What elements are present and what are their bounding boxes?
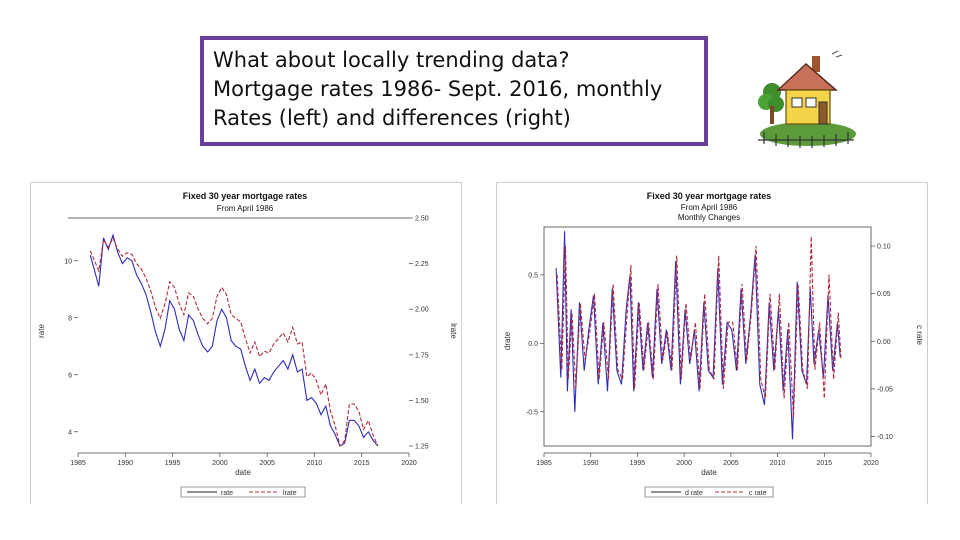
chart-title: Fixed 30 year mortgage rates xyxy=(183,191,308,201)
y-tick-label: -0.5 xyxy=(526,409,538,416)
y-tick-label: 10 xyxy=(64,258,72,265)
y-right-tick-label: -0.05 xyxy=(877,386,893,393)
x-tick-label: 1995 xyxy=(630,460,646,467)
title-line-3: Rates (left) and differences (right) xyxy=(213,106,571,130)
legend-label-1: lrate xyxy=(283,490,297,497)
legend-box xyxy=(180,486,306,498)
series-line-0 xyxy=(555,231,841,440)
title-line-2: Mortgage rates 1986- Sept. 2016, monthly xyxy=(213,77,663,101)
chart-subtitle: From April 1986 xyxy=(217,204,274,213)
x-tick-label: 1995 xyxy=(165,460,181,467)
y-right-tick-label: 1.50 xyxy=(415,398,429,405)
y-right-tick-label: 2.25 xyxy=(415,261,429,268)
y-axis-right-label: lrate xyxy=(449,323,458,339)
chart-subtitle: From April 1986 xyxy=(681,203,738,212)
chart-subtitle-2: Monthly Changes xyxy=(678,213,740,222)
y-tick-label: 6 xyxy=(68,372,72,379)
title-line-1: What about locally trending data? xyxy=(213,48,570,72)
x-axis-label: date xyxy=(235,468,251,477)
x-tick-label: 2005 xyxy=(259,460,275,467)
chart-panel-changes: Fixed 30 year mortgage rates From April … xyxy=(496,182,928,504)
x-tick-label: 1985 xyxy=(70,460,86,467)
rates-chart: Fixed 30 year mortgage rates From April … xyxy=(37,191,458,498)
x-tick-label: 2000 xyxy=(676,460,692,467)
series-line-1 xyxy=(89,236,379,448)
x-tick-label: 2005 xyxy=(723,460,739,467)
changes-chart: Fixed 30 year mortgage rates From April … xyxy=(503,191,924,498)
y-tick-label: 8 xyxy=(68,315,72,322)
legend-label-0: d rate xyxy=(685,490,703,497)
x-tick-label: 2020 xyxy=(401,460,417,467)
x-tick-label: 2010 xyxy=(307,460,323,467)
x-tick-label: 2015 xyxy=(354,460,370,467)
y-right-tick-label: 0.05 xyxy=(877,291,891,298)
y-right-tick-label: 2.50 xyxy=(415,216,429,223)
x-tick-label: 2000 xyxy=(212,460,228,467)
y-tick-label: 0.5 xyxy=(528,272,538,279)
y-right-tick-label: 0.10 xyxy=(877,244,891,251)
x-tick-label: 1985 xyxy=(536,460,552,467)
plot-frame xyxy=(543,226,872,447)
chart-title: Fixed 30 year mortgage rates xyxy=(647,191,772,201)
x-tick-label: 1990 xyxy=(583,460,599,467)
x-tick-label: 2015 xyxy=(816,460,832,467)
y-tick-label: 0.0 xyxy=(528,341,538,348)
x-tick-label: 1990 xyxy=(117,460,133,467)
x-axis-label: date xyxy=(701,468,717,477)
slide-title-box: What about locally trending data? Mortga… xyxy=(200,36,708,146)
legend-label-0: rate xyxy=(221,490,233,497)
y-right-tick-label: -0.10 xyxy=(877,434,893,441)
x-tick-label: 2010 xyxy=(770,460,786,467)
legend-box xyxy=(644,486,774,498)
y-tick-label: 4 xyxy=(68,429,72,436)
y-axis-label: rate xyxy=(37,324,46,338)
series-line-1 xyxy=(556,236,842,418)
legend-label-1: c rate xyxy=(749,490,767,497)
y-right-tick-label: 1.75 xyxy=(415,352,429,359)
chart-panel-rates: Fixed 30 year mortgage rates From April … xyxy=(30,182,462,504)
series-line-0 xyxy=(89,233,379,447)
x-tick-label: 2020 xyxy=(863,460,879,467)
y-axis-label: drate xyxy=(503,331,512,350)
y-axis-right-label: c rate xyxy=(915,325,924,346)
y-right-tick-label: 2.00 xyxy=(415,307,429,314)
y-right-tick-label: 0.00 xyxy=(877,339,891,346)
y-right-tick-label: 1.25 xyxy=(415,444,429,451)
house-clipart-icon xyxy=(758,50,856,148)
